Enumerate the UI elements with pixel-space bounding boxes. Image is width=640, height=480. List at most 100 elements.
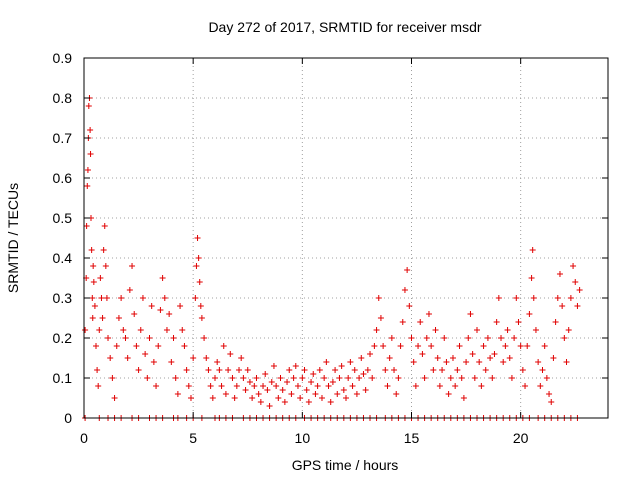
data-point <box>327 399 334 405</box>
data-point <box>371 343 378 349</box>
data-point <box>281 399 288 405</box>
data-point <box>425 311 432 317</box>
data-point <box>246 379 253 385</box>
data-point <box>83 223 90 229</box>
data-point <box>297 395 304 401</box>
data-point <box>393 391 400 397</box>
data-point <box>126 287 133 293</box>
data-point <box>233 383 240 389</box>
data-point <box>515 319 522 325</box>
data-point <box>257 399 264 405</box>
data-point <box>227 351 234 357</box>
x-tick-label: 5 <box>189 430 197 446</box>
data-point <box>347 359 354 365</box>
data-point <box>90 263 97 269</box>
y-tick-label: 0.1 <box>53 370 73 386</box>
data-point <box>270 363 277 369</box>
data-point <box>181 343 188 349</box>
data-point <box>308 379 315 385</box>
data-point <box>417 319 424 325</box>
data-point <box>554 295 561 301</box>
data-point <box>513 295 520 301</box>
data-point <box>546 391 553 397</box>
data-point <box>113 343 120 349</box>
data-point <box>399 319 406 325</box>
data-point <box>174 391 181 397</box>
data-point <box>301 367 308 373</box>
data-point <box>419 351 426 357</box>
data-point <box>90 279 97 285</box>
data-point <box>203 355 210 361</box>
data-point <box>508 375 515 381</box>
data-point <box>452 383 459 389</box>
data-point <box>471 375 478 381</box>
data-point <box>421 375 428 381</box>
data-point <box>316 367 323 373</box>
data-point <box>87 151 94 157</box>
data-point <box>85 103 92 109</box>
data-point <box>356 375 363 381</box>
data-point <box>100 247 107 253</box>
data-point <box>574 303 581 309</box>
data-point <box>220 343 227 349</box>
data-point <box>84 167 91 173</box>
data-point <box>561 335 568 341</box>
data-point <box>423 335 430 341</box>
data-point <box>144 375 151 381</box>
data-point <box>139 295 146 301</box>
data-point <box>95 383 102 389</box>
data-point <box>193 263 200 269</box>
data-point <box>115 315 122 321</box>
data-point <box>447 375 454 381</box>
data-point <box>195 255 202 261</box>
data-point <box>377 315 384 321</box>
data-point <box>183 367 190 373</box>
chart-title: Day 272 of 2017, SRMTID for receiver msd… <box>208 19 481 35</box>
data-point <box>343 395 349 401</box>
data-point <box>380 343 387 349</box>
data-point <box>303 387 310 393</box>
data-point <box>84 183 91 189</box>
data-point <box>360 371 367 377</box>
axis-ticks: 0 0.1 0.2 0.3 0.4 0.5 0.6 0.7 0.8 0.9 0 5 10 15 20 <box>53 50 608 446</box>
data-point <box>107 355 114 361</box>
data-point <box>454 367 461 373</box>
data-point <box>469 351 476 357</box>
data-point <box>87 127 94 133</box>
data-point <box>103 295 110 301</box>
data-point <box>98 295 105 301</box>
data-point <box>482 367 489 373</box>
data-point <box>161 295 168 301</box>
data-point <box>288 391 295 397</box>
data-point <box>465 335 472 341</box>
data-point <box>415 343 422 349</box>
data-point <box>519 367 526 373</box>
y-tick-label: 0.2 <box>53 330 73 346</box>
data-point <box>286 367 293 373</box>
data-point <box>528 275 535 281</box>
data-point <box>99 315 106 321</box>
data-point <box>395 375 402 381</box>
data-point <box>290 375 297 381</box>
data-point <box>321 375 328 381</box>
data-point <box>120 327 127 333</box>
data-point <box>565 327 572 333</box>
data-point <box>205 367 212 373</box>
data-point <box>511 335 518 341</box>
data-point <box>294 383 301 389</box>
data-point <box>474 327 480 333</box>
data-point <box>353 391 360 397</box>
data-point <box>556 271 563 277</box>
plot-frame <box>83 57 609 419</box>
data-point <box>275 395 282 401</box>
data-point <box>386 355 393 361</box>
data-point <box>567 295 574 301</box>
y-tick-label: 0.9 <box>53 50 73 66</box>
data-point <box>493 319 500 325</box>
data-point <box>491 351 498 357</box>
data-point <box>334 391 341 397</box>
data-point <box>216 367 223 373</box>
data-point <box>101 223 108 229</box>
data-point <box>111 395 118 401</box>
data-point <box>124 355 131 361</box>
